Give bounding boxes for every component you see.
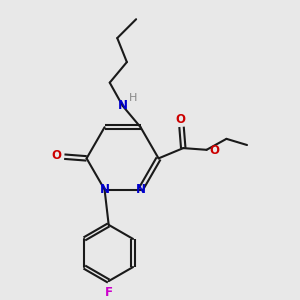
Text: H: H [129,93,137,103]
Text: F: F [105,286,113,298]
Text: O: O [176,113,186,126]
Text: N: N [136,183,146,196]
Text: N: N [100,183,110,196]
Text: O: O [52,149,62,163]
Text: O: O [209,144,219,157]
Text: N: N [118,100,128,112]
